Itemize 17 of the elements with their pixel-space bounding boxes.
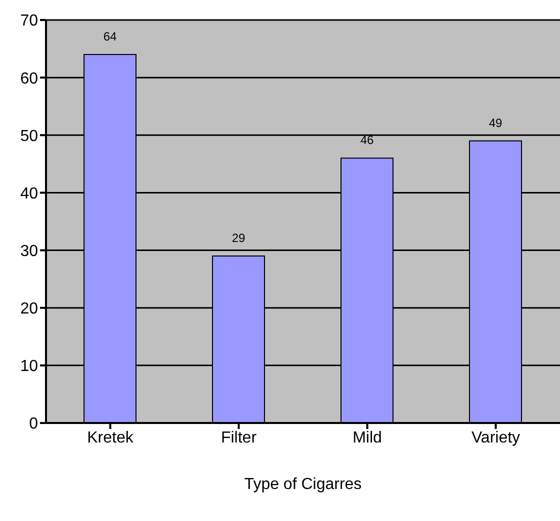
data-label: 46 — [360, 133, 374, 148]
data-label: 49 — [488, 116, 502, 130]
x-tick-label: Variety — [471, 429, 520, 446]
y-tick-label: 50 — [20, 128, 38, 145]
x-tick-label: Filter — [220, 429, 258, 446]
x-axis-title: Type of Cigarres — [244, 476, 362, 493]
y-tick-label: 20 — [20, 300, 38, 318]
y-tick-label: 60 — [20, 70, 38, 88]
data-label: 29 — [232, 231, 246, 246]
data-label: 64 — [103, 30, 117, 44]
y-tick-label: 30 — [20, 242, 38, 260]
y-tick-label: 40 — [20, 185, 38, 202]
y-tick-label: 10 — [20, 358, 38, 376]
x-tick-label: Mild — [352, 429, 382, 446]
x-tick-label: Kretek — [87, 429, 134, 446]
y-tick-label: 0 — [29, 416, 38, 433]
y-tick-label: 70 — [20, 12, 38, 30]
